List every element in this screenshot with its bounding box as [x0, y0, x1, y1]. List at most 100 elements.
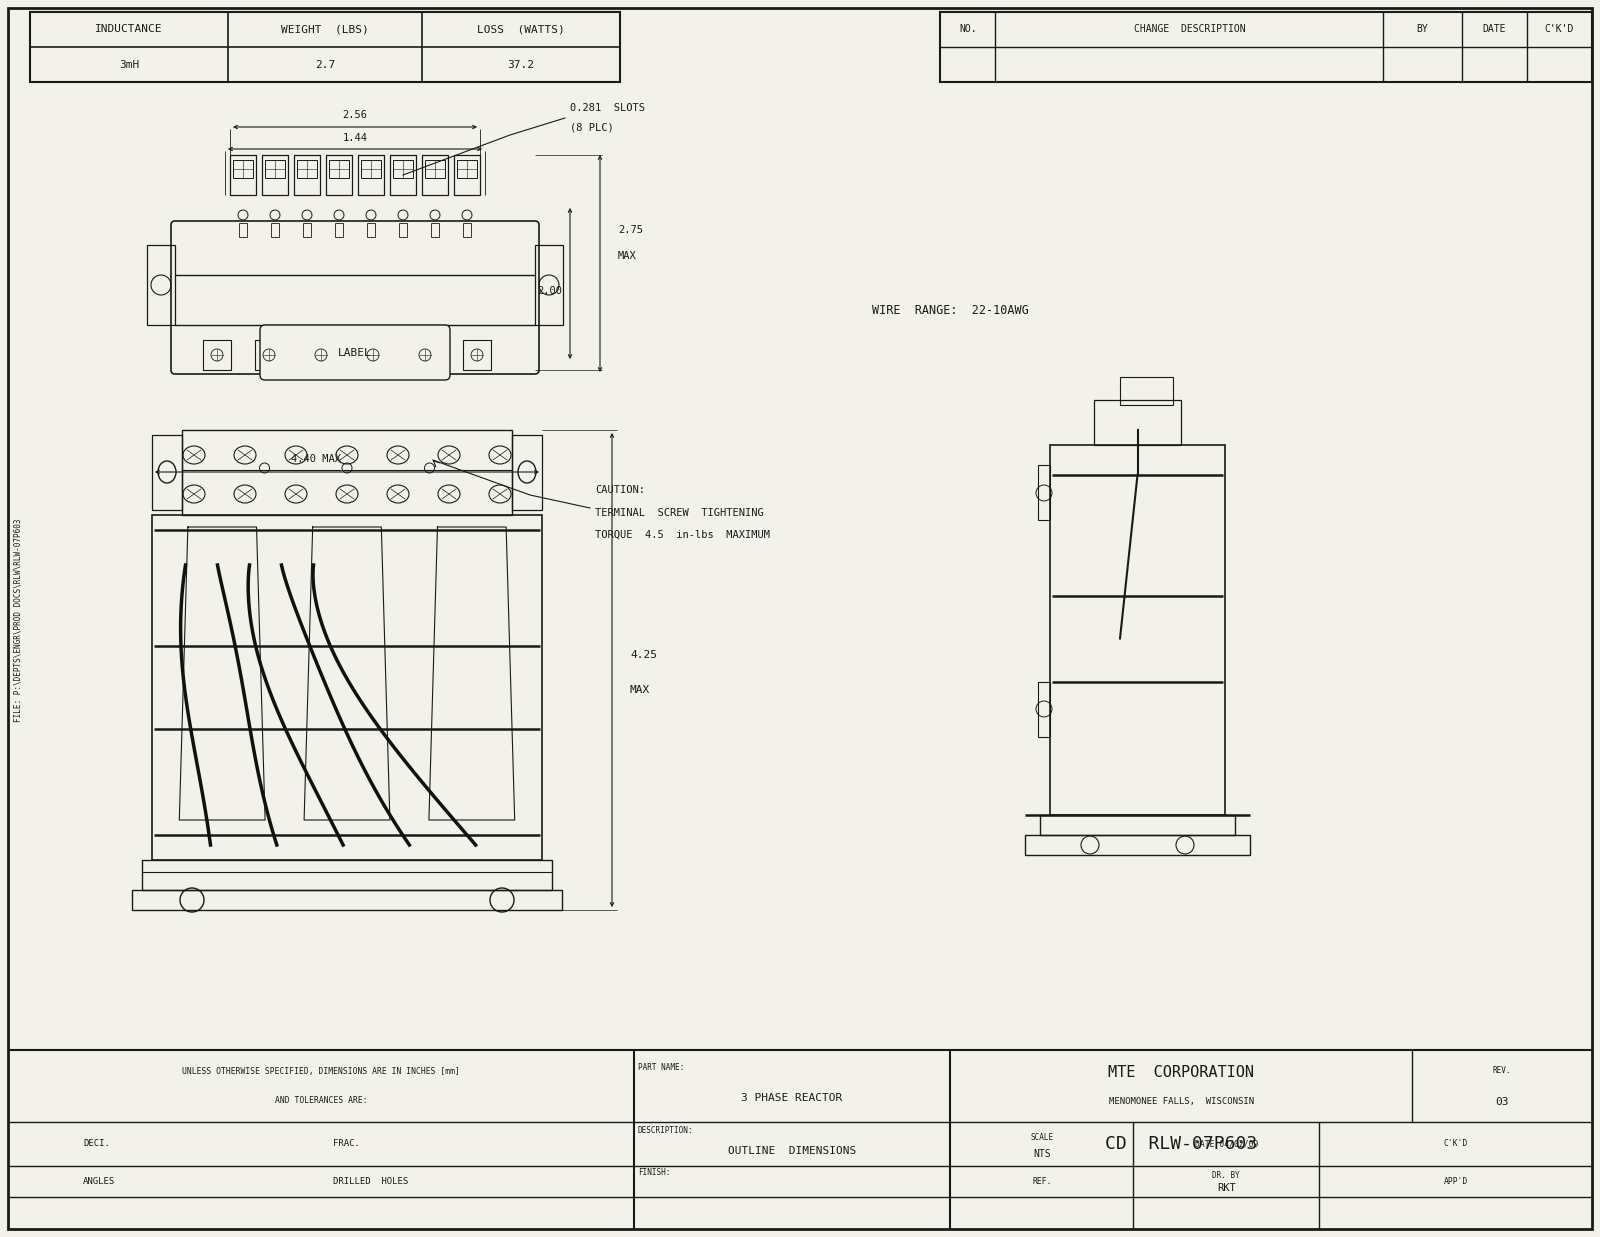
Bar [462, 340, 491, 370]
FancyBboxPatch shape [259, 325, 450, 380]
Bar [422, 155, 448, 195]
Bar [203, 340, 230, 370]
Text: 4.25: 4.25 [630, 649, 658, 661]
Text: 03: 03 [1496, 1096, 1509, 1107]
Text: DECI.: DECI. [83, 1139, 110, 1148]
Text: DATE 04/02/09: DATE 04/02/09 [1195, 1139, 1258, 1148]
Bar [262, 155, 288, 195]
Bar [362, 160, 381, 178]
Text: REV.: REV. [1493, 1065, 1512, 1075]
Bar [307, 340, 334, 370]
Text: TERMINAL  SCREW  TIGHTENING: TERMINAL SCREW TIGHTENING [595, 508, 763, 518]
Bar [430, 223, 438, 238]
Bar [326, 155, 352, 195]
Text: MTE  CORPORATION: MTE CORPORATION [1109, 1065, 1254, 1080]
Text: 3mH: 3mH [118, 59, 139, 69]
Text: LABEL: LABEL [338, 348, 371, 357]
Bar [294, 155, 320, 195]
Bar [1038, 682, 1050, 736]
Bar [366, 223, 374, 238]
Text: CD  RLW-07P603: CD RLW-07P603 [1106, 1136, 1258, 1153]
Text: SCALE: SCALE [1030, 1133, 1053, 1142]
Bar [152, 435, 182, 510]
Bar [298, 160, 317, 178]
Bar [462, 223, 470, 238]
Text: REF.: REF. [1032, 1178, 1051, 1186]
Text: AND TOLERANCES ARE:: AND TOLERANCES ARE: [275, 1096, 366, 1105]
Text: NO.: NO. [960, 25, 978, 35]
Bar [234, 160, 253, 178]
Text: (8 PLC): (8 PLC) [570, 122, 614, 134]
Text: MENOMONEE FALLS,  WISCONSIN: MENOMONEE FALLS, WISCONSIN [1109, 1097, 1254, 1106]
Text: C'K'D: C'K'D [1544, 25, 1574, 35]
Text: CHANGE  DESCRIPTION: CHANGE DESCRIPTION [1134, 25, 1245, 35]
Text: INDUCTANCE: INDUCTANCE [96, 25, 163, 35]
Text: APP'D: APP'D [1443, 1178, 1467, 1186]
Bar [1120, 377, 1173, 404]
Text: OUTLINE  DIMENSIONS: OUTLINE DIMENSIONS [728, 1145, 856, 1155]
Bar [152, 515, 542, 860]
Bar [1094, 400, 1181, 445]
Text: 4.40 MAX: 4.40 MAX [291, 454, 341, 464]
Bar [394, 160, 413, 178]
Bar [254, 340, 283, 370]
Bar [230, 155, 256, 195]
Bar [398, 223, 406, 238]
Bar [266, 160, 285, 178]
Text: LOSS  (WATTS): LOSS (WATTS) [477, 25, 565, 35]
Bar [358, 340, 387, 370]
Bar [302, 223, 310, 238]
Bar [1040, 815, 1235, 835]
Text: C'K'D: C'K'D [1443, 1139, 1467, 1148]
Text: PART NAME:: PART NAME: [638, 1064, 683, 1072]
Polygon shape [179, 527, 266, 820]
Text: DATE: DATE [1483, 25, 1506, 35]
Text: 1.44: 1.44 [342, 134, 368, 143]
Bar [1050, 445, 1226, 815]
Text: 2.56: 2.56 [342, 110, 368, 120]
Text: 2.00: 2.00 [538, 286, 562, 296]
Bar [238, 223, 246, 238]
Bar [330, 160, 349, 178]
Text: WIRE  RANGE:  22-10AWG: WIRE RANGE: 22-10AWG [872, 303, 1029, 317]
Text: NTS: NTS [1034, 1149, 1051, 1159]
Text: DESCRIPTION:: DESCRIPTION: [638, 1126, 693, 1136]
Bar [142, 860, 552, 889]
Text: MAX: MAX [618, 251, 637, 261]
Text: WEIGHT  (LBS): WEIGHT (LBS) [282, 25, 370, 35]
Bar [358, 155, 384, 195]
Text: 0.281  SLOTS: 0.281 SLOTS [570, 103, 645, 113]
Text: DRILLED  HOLES: DRILLED HOLES [333, 1178, 408, 1186]
Bar [270, 223, 278, 238]
Text: TORQUE  4.5  in-lbs  MAXIMUM: TORQUE 4.5 in-lbs MAXIMUM [595, 529, 770, 541]
Text: FRAC.: FRAC. [333, 1139, 360, 1148]
Bar [411, 340, 438, 370]
Bar [30, 12, 621, 82]
Text: FILE: P:\DEPTS\ENGR\PROD DOCS\RLW\RLW-07P603: FILE: P:\DEPTS\ENGR\PROD DOCS\RLW\RLW-07… [13, 518, 22, 721]
FancyBboxPatch shape [171, 221, 539, 374]
Text: 2.7: 2.7 [315, 59, 334, 69]
Text: RKT: RKT [1218, 1184, 1235, 1194]
Text: 37.2: 37.2 [507, 59, 534, 69]
Text: DR. BY: DR. BY [1213, 1171, 1240, 1180]
Bar [390, 155, 416, 195]
Text: ANGLES: ANGLES [83, 1178, 115, 1186]
Polygon shape [304, 527, 390, 820]
Bar [534, 245, 563, 325]
Bar [426, 160, 445, 178]
Text: 3 PHASE REACTOR: 3 PHASE REACTOR [741, 1094, 843, 1103]
Bar [512, 435, 542, 510]
Bar [147, 245, 174, 325]
Text: UNLESS OTHERWISE SPECIFIED, DIMENSIONS ARE IN INCHES [mm]: UNLESS OTHERWISE SPECIFIED, DIMENSIONS A… [182, 1068, 459, 1076]
Polygon shape [429, 527, 515, 820]
Bar [1038, 465, 1050, 520]
Bar [334, 223, 342, 238]
Bar [941, 12, 1592, 82]
Bar [182, 430, 512, 515]
Bar [1026, 835, 1250, 855]
Text: FINISH:: FINISH: [638, 1168, 670, 1176]
Text: 2.75: 2.75 [618, 225, 643, 235]
Text: CAUTION:: CAUTION: [595, 485, 645, 495]
Text: BY: BY [1416, 25, 1429, 35]
Text: MAX: MAX [630, 685, 650, 695]
